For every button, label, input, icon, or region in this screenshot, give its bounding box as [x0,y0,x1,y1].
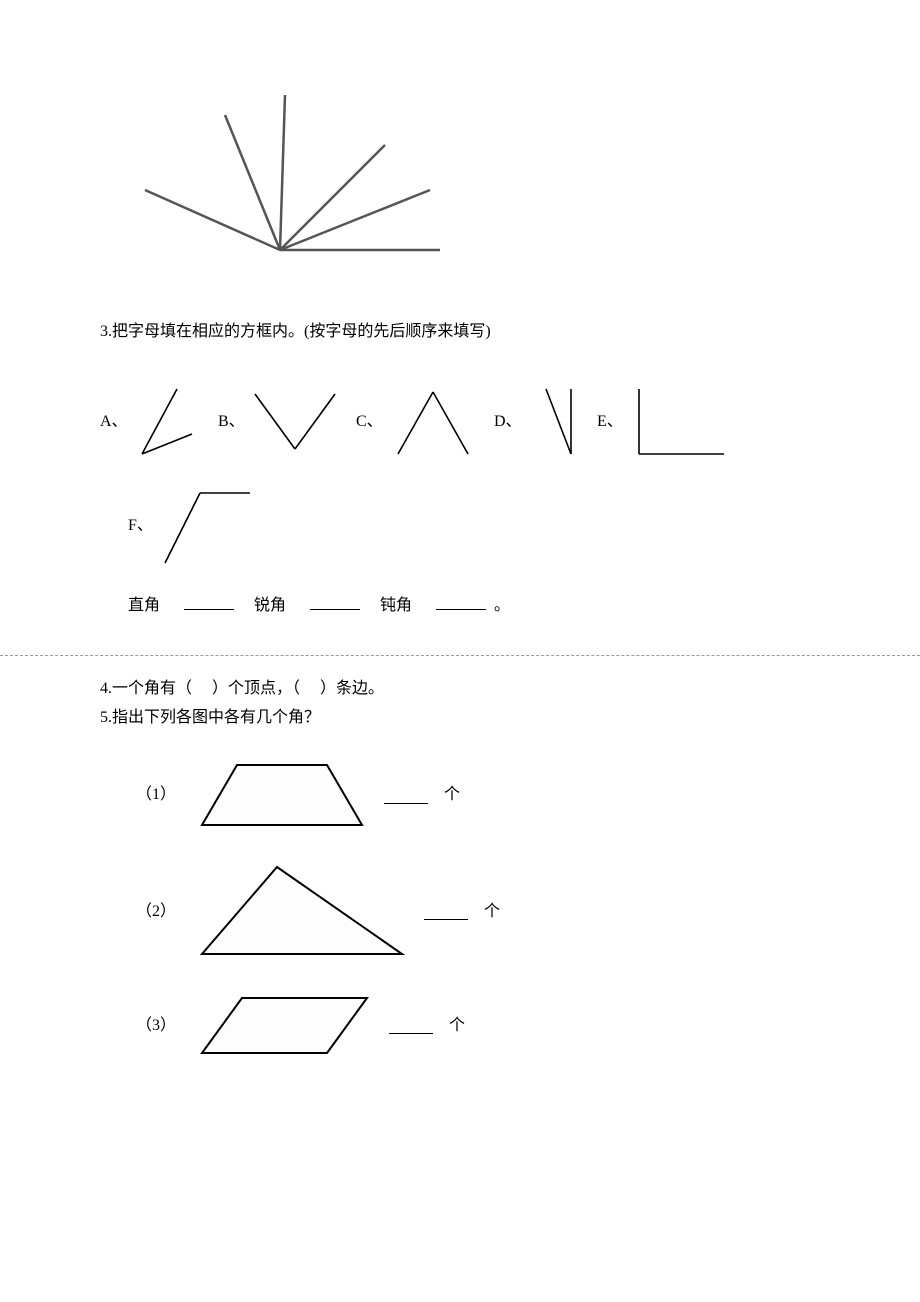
question-4-text: 4.一个角有（ ）个顶点，（ ）条边。 [100,676,820,702]
angle-label-B: B、 [218,409,246,435]
acute-angle-label: 锐角 [254,593,286,619]
shape-label-1: （1） [136,782,180,808]
fan-svg [100,60,460,270]
angle-label-E: E、 [597,409,625,435]
angle-svg-D [526,384,581,459]
acute-angle-blank[interactable] [310,592,360,610]
shape-1-unit: 个 [444,782,460,808]
section-divider [0,655,920,656]
angle-label-C: C、 [356,409,384,435]
angle-svg-A [132,384,202,459]
question-5-text: 5.指出下列各图中各有几个角？ [100,705,820,731]
angle-label-F: F、 [128,513,156,539]
angle-svg-B [250,384,340,459]
triangle-svg [192,859,412,964]
shape-row-1: （1） 个 [136,755,820,835]
angle-option-C: C、 [356,384,478,459]
angle-label-A: A、 [100,409,128,435]
fan-angle-figure [100,60,820,279]
shape-3-unit: 个 [449,1013,465,1039]
question-3-text: 3.把字母填在相应的方框内。(按字母的先后顺序来填写) [100,319,820,345]
q4-part-1: ）个顶点，（ [212,680,300,697]
shape-row-2: （2） 个 [136,859,820,964]
angle-option-A: A、 [100,384,202,459]
q4-blank-2[interactable] [304,680,316,697]
shape-2-blank[interactable] [424,902,468,920]
shape-2-unit: 个 [484,899,500,925]
q4-part-2: ）条边。 [320,680,384,697]
angle-svg-C [388,384,478,459]
obtuse-angle-blank[interactable] [436,592,486,610]
angle-option-D: D、 [494,384,581,459]
right-angle-label: 直角 [128,593,160,619]
angle-options-row-2: F、 [128,483,820,568]
shape-row-3: （3） 个 [136,988,820,1063]
angle-svg-E [629,384,729,459]
angle-svg-F [160,483,255,568]
shape-1-blank[interactable] [384,786,428,804]
obtuse-angle-label: 钝角 [380,593,412,619]
trapezoid-svg [192,755,372,835]
shape-label-3: （3） [136,1013,180,1039]
angle-option-B: B、 [218,384,340,459]
parallelogram-svg [192,988,377,1063]
period: 。 [494,593,510,619]
q3-answer-row: 直角 锐角 钝角 。 [128,592,820,619]
angle-option-E: E、 [597,384,729,459]
angle-options-row-1: A、 B、 C、 D、 E、 [100,384,820,459]
angle-label-D: D、 [494,409,522,435]
q4-part-0: 4.一个角有（ [100,680,192,697]
q4-blank-1[interactable] [196,680,208,697]
shape-label-2: （2） [136,899,180,925]
shape-3-blank[interactable] [389,1016,433,1034]
angle-option-F: F、 [128,483,255,568]
right-angle-blank[interactable] [184,592,234,610]
